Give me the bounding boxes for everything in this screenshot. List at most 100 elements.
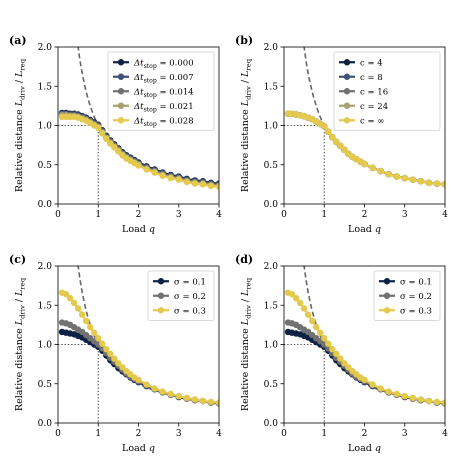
data-point [70, 299, 78, 307]
chart-panel-4: (d) 0 1 2 3 4 0.0 0.5 1.0 1.5 2.0 Load q Relative di… [235, 253, 448, 454]
legend-marker [117, 59, 125, 66]
data-point [401, 393, 408, 400]
legend-label: σ = 0.1 [174, 277, 206, 287]
x-tick-label: 3 [402, 210, 408, 220]
plot-area [284, 266, 445, 423]
panel-label: (d) [235, 253, 253, 266]
axes-frame [57, 46, 220, 205]
legend-marker [343, 73, 351, 80]
legend-marker [117, 73, 125, 80]
x-axis-label: Load q [122, 443, 155, 454]
data-point [103, 346, 110, 353]
y-tick-label: 2.0 [264, 43, 279, 53]
data-point [199, 181, 207, 188]
x-tick-label: 4 [216, 429, 222, 439]
data-point [333, 138, 340, 146]
x-tick-label: 3 [402, 429, 408, 439]
data-point [175, 393, 182, 400]
y-tick-label: 0.0 [264, 419, 279, 429]
y-tick-label: 2.0 [38, 43, 53, 53]
series-5 [284, 110, 445, 188]
legend: σ = 0.1 σ = 0.2 σ = 0.3 [373, 270, 441, 321]
legend-label: σ = 0.3 [400, 306, 432, 316]
data-point [433, 180, 441, 187]
data-point [325, 128, 332, 135]
data-point [325, 340, 332, 347]
x-tick-label: 4 [216, 210, 222, 220]
data-point [361, 376, 368, 384]
data-point [115, 148, 122, 155]
legend-marker [383, 278, 391, 285]
axes-frame [57, 265, 220, 424]
legend-marker [343, 88, 351, 95]
legend-box [107, 51, 215, 131]
data-point [308, 317, 316, 325]
data-point [87, 324, 94, 331]
legend-label: Δtstop​ = 0.028 [133, 116, 194, 128]
y-tick-label: 1.5 [264, 301, 279, 311]
data-point [143, 166, 150, 173]
data-point [107, 140, 114, 147]
legend-marker [157, 292, 165, 299]
data-point [215, 399, 219, 406]
data-point [215, 183, 219, 190]
series-1 [58, 328, 219, 407]
y-tick-label: 1.0 [264, 341, 279, 351]
x-tick-label: 3 [176, 210, 182, 220]
x-tick-label: 2 [136, 429, 142, 439]
data-point [175, 176, 182, 183]
x-tick-label: 1 [321, 210, 327, 220]
x-tick-label: 4 [442, 210, 448, 220]
legend-marker [343, 102, 351, 109]
y-tick-label: 0.5 [264, 161, 279, 171]
legend-label: σ = 0.1 [400, 277, 432, 287]
legend-box [333, 51, 441, 131]
legend-label: σ = 0.2 [174, 292, 206, 302]
legend-marker [157, 307, 165, 314]
data-point [369, 164, 376, 172]
data-point [107, 350, 114, 358]
plot-area [284, 47, 445, 204]
legend-marker [157, 278, 165, 285]
data-point [91, 329, 98, 336]
data-point [95, 124, 102, 132]
y-tick-label: 1.0 [264, 122, 279, 132]
data-point [417, 178, 425, 185]
data-point [337, 355, 344, 362]
chart-panel-1: (a) 0 1 2 3 4 0.0 0.5 1.0 1.5 2.0 Load q Relative di… [9, 34, 222, 235]
data-point [337, 142, 344, 150]
data-point [82, 317, 90, 325]
chart-panel-2: (b) 0 1 2 3 4 0.0 0.5 1.0 1.5 2.0 Load q Relative di… [235, 34, 448, 235]
y-tick-label: 0.0 [264, 200, 279, 210]
data-point [425, 397, 433, 405]
data-point [115, 360, 122, 367]
data-point [74, 305, 82, 312]
x-tick-label: 2 [136, 210, 142, 220]
data-point [78, 311, 86, 318]
x-tick-label: 0 [55, 429, 61, 439]
y-axis-label: Relative distance Ldriv​ / Lreq​ [240, 277, 253, 411]
data-point [313, 324, 320, 331]
data-point [304, 311, 312, 318]
data-point [296, 299, 304, 307]
x-axis-label: Load q [122, 224, 155, 235]
data-point [159, 388, 166, 395]
panel-label: (a) [9, 34, 27, 47]
data-point [66, 294, 74, 302]
data-point [361, 160, 368, 168]
data-point [151, 385, 158, 392]
data-point [369, 381, 376, 388]
data-point [409, 176, 416, 183]
data-point [393, 390, 400, 398]
data-point [341, 146, 348, 154]
y-axis-label: Relative distance Ldriv​ / Lreq​ [240, 58, 253, 192]
data-point [393, 173, 400, 180]
legend: Δtstop​ = 0.000 Δtstop​ = 0.007 Δtstop​ = … [107, 51, 215, 131]
y-tick-label: 0.5 [264, 380, 279, 390]
data-point [119, 364, 126, 371]
x-tick-label: 0 [55, 210, 61, 220]
y-tick-label: 2.0 [38, 262, 53, 272]
data-point [321, 123, 328, 130]
y-tick-label: 0.0 [38, 200, 53, 210]
